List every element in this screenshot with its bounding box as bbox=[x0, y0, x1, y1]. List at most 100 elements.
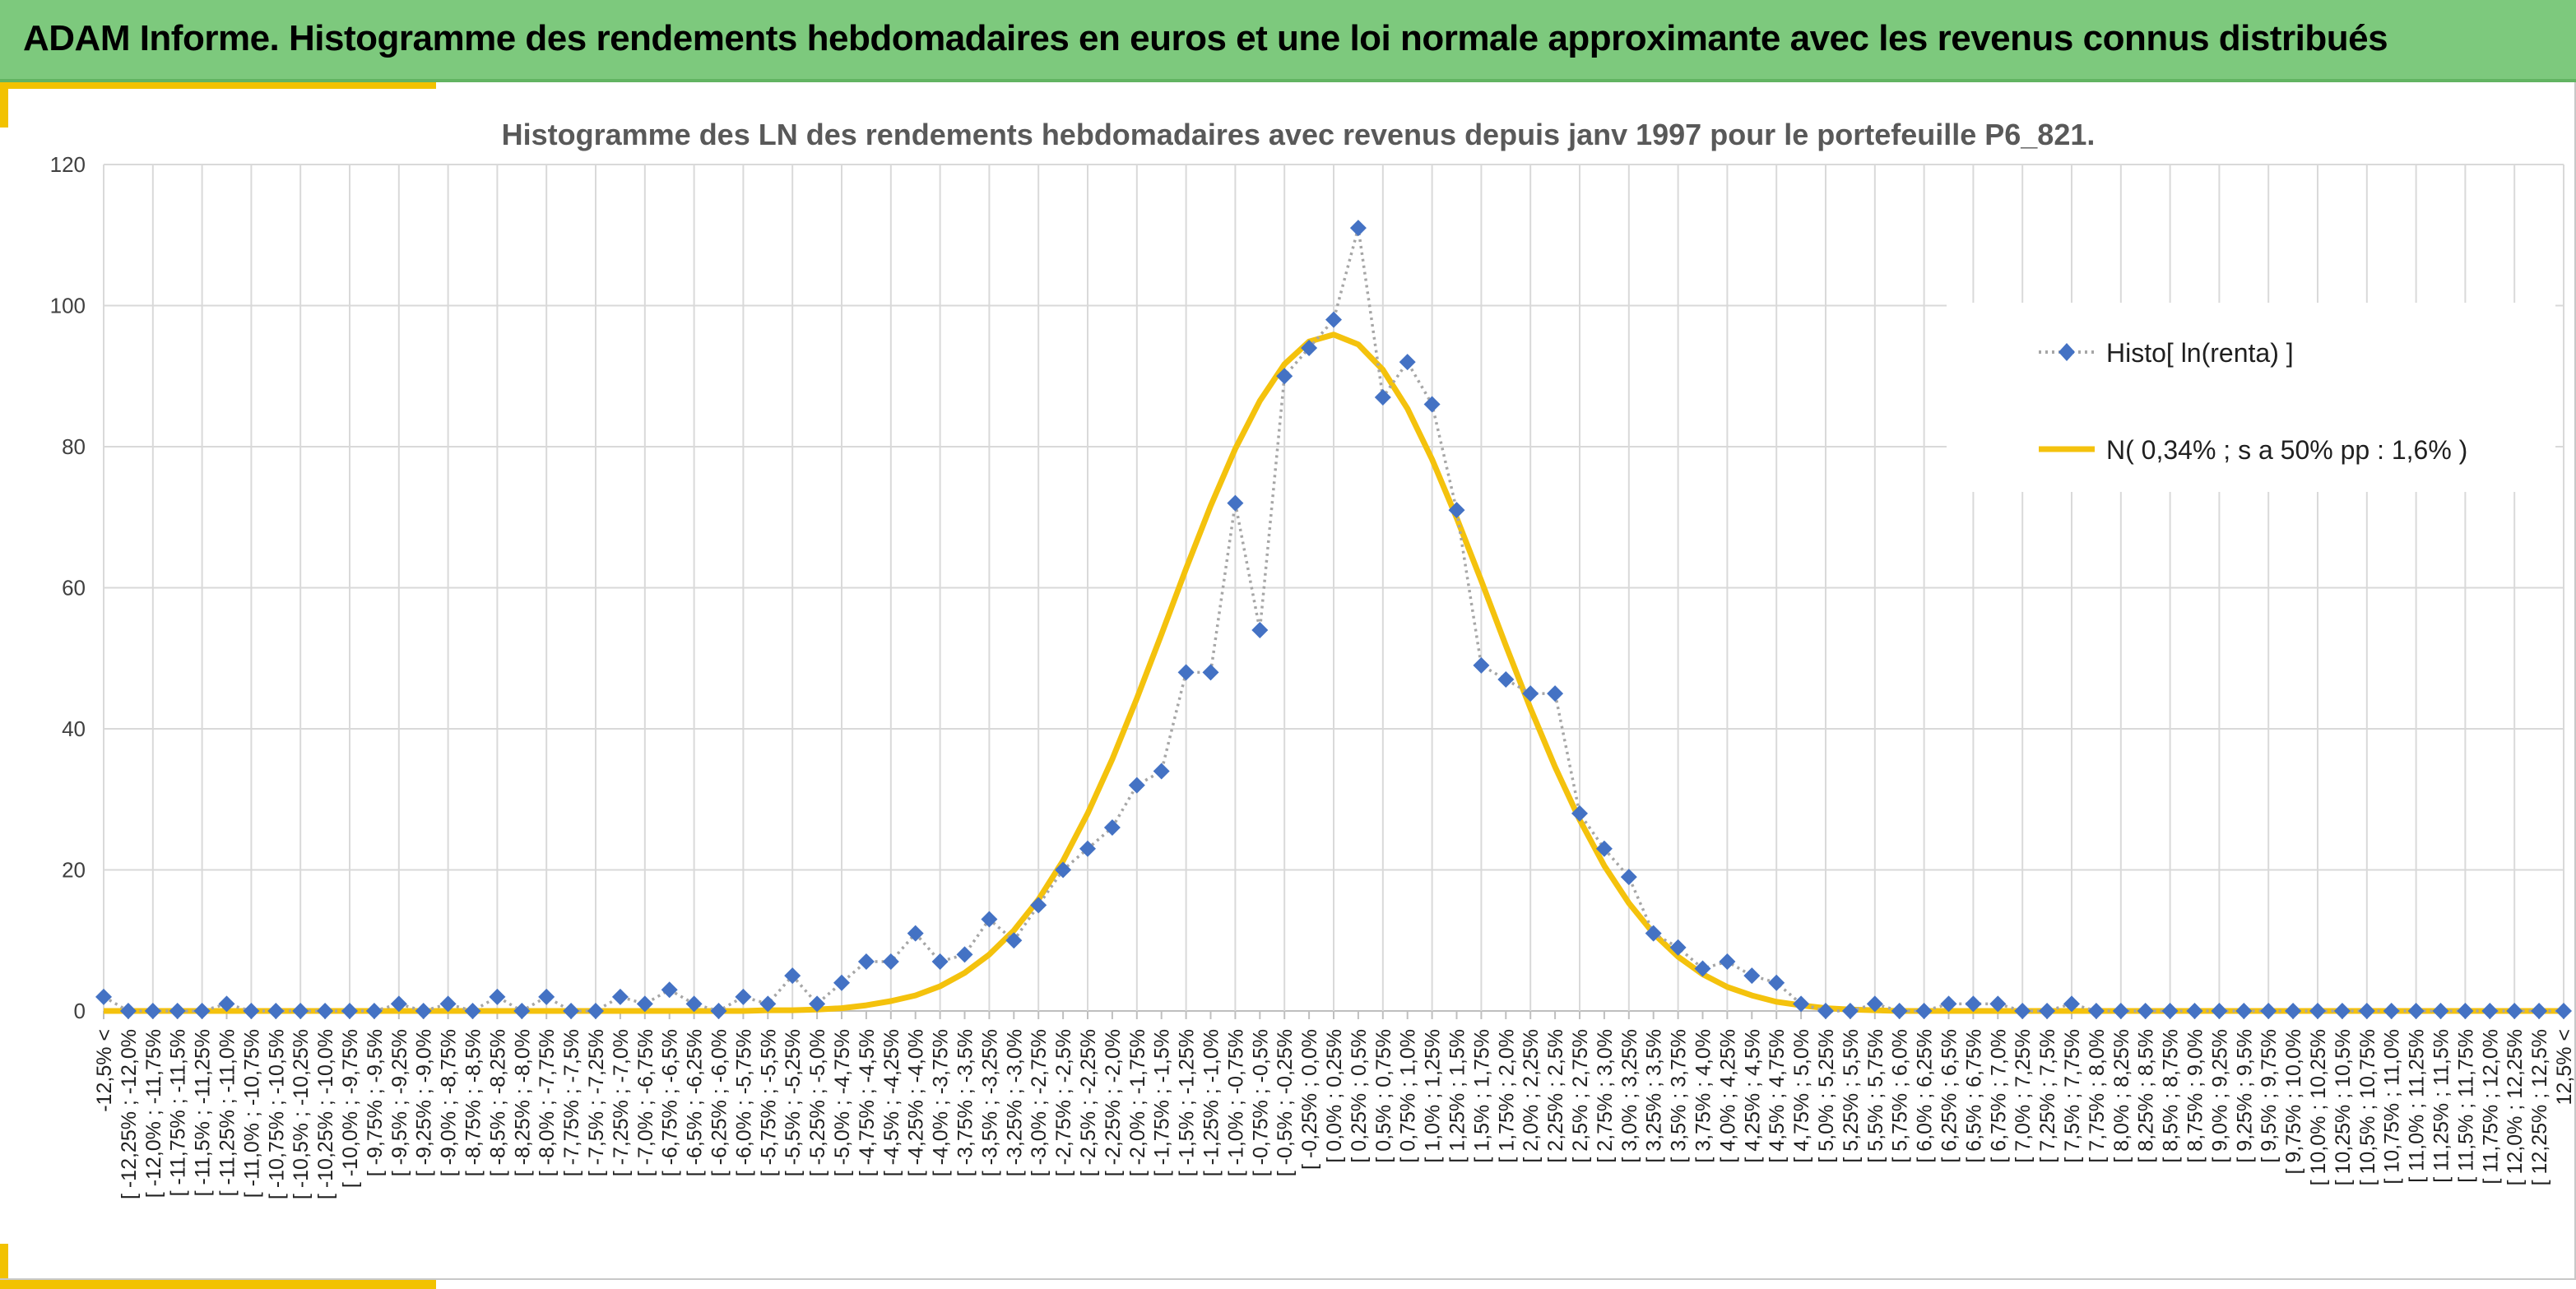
histo-point bbox=[1202, 664, 1219, 681]
x-tick-label: [ 8,75% ; 9,0% bbox=[2184, 1029, 2207, 1163]
accent-bar-left-top bbox=[0, 82, 8, 128]
x-tick-label: [ 2,0% ; 2,25% bbox=[1520, 1029, 1543, 1163]
x-tick-label: 12,5% < bbox=[2553, 1029, 2576, 1105]
histo-point bbox=[587, 1003, 604, 1019]
histo-point bbox=[685, 995, 703, 1013]
x-tick-label: [ 5,25% ; 5,5% bbox=[1840, 1029, 1863, 1163]
histo-point bbox=[193, 1003, 211, 1019]
histo-point bbox=[2087, 1003, 2105, 1019]
x-tick-label: [ -12,0% ; -11,75% bbox=[142, 1029, 165, 1198]
histo-point bbox=[1817, 1003, 1834, 1019]
x-tick-label: [ 8,0% ; 8,25% bbox=[2110, 1029, 2133, 1163]
x-tick-label: [ 1,0% ; 1,25% bbox=[1422, 1029, 1445, 1163]
x-tick-label: [ 6,75% ; 7,0% bbox=[1987, 1029, 2010, 1163]
histo-point bbox=[2506, 1003, 2523, 1019]
histo-point bbox=[1989, 995, 2007, 1013]
y-tick-label: 60 bbox=[62, 576, 86, 600]
y-tick-label: 120 bbox=[50, 152, 86, 177]
y-tick-label: 0 bbox=[74, 999, 86, 1023]
x-tick-label: [ 10,0% ; 10,25% bbox=[2307, 1029, 2330, 1185]
x-tick-label: [ -8,75% ; -8,5% bbox=[462, 1029, 485, 1176]
histo-point bbox=[1227, 494, 1244, 512]
histo-point bbox=[144, 1003, 161, 1019]
x-tick-label: [ -2,25% ; -2,0% bbox=[1102, 1029, 1125, 1176]
x-tick-label: [ 4,0% ; 4,25% bbox=[1716, 1029, 1739, 1163]
histo-point bbox=[1128, 777, 1145, 794]
x-tick-label: [ 4,75% ; 5,0% bbox=[1790, 1029, 1813, 1163]
histo-point bbox=[1669, 939, 1687, 956]
histo-point bbox=[1325, 311, 1342, 328]
x-tick-label: [ -1,75% ; -1,5% bbox=[1151, 1029, 1174, 1176]
histo-point bbox=[563, 1003, 580, 1019]
histo-point bbox=[95, 988, 112, 1005]
x-tick-label: [ 9,0% ; 9,25% bbox=[2208, 1029, 2231, 1163]
histo-point bbox=[981, 911, 998, 928]
histo-point bbox=[907, 925, 924, 942]
histo-point bbox=[2457, 1003, 2474, 1019]
histo-point bbox=[267, 1003, 285, 1019]
x-tick-label: [ 11,0% ; 11,25% bbox=[2406, 1029, 2429, 1183]
histo-point bbox=[2137, 1003, 2154, 1019]
histo-point bbox=[1473, 656, 1490, 674]
histo-point bbox=[1374, 388, 1391, 406]
x-tick-label: [ 7,0% ; 7,25% bbox=[2012, 1029, 2035, 1163]
x-tick-label: [ 5,0% ; 5,25% bbox=[1815, 1029, 1838, 1163]
histo-point bbox=[1768, 974, 1785, 991]
x-tick-label: [ -0,5% ; -0,25% bbox=[1274, 1029, 1297, 1176]
histo-point bbox=[1276, 368, 1293, 385]
x-tick-label: [ 10,75% ; 11,0% bbox=[2381, 1029, 2404, 1185]
histo-point bbox=[2383, 1003, 2400, 1019]
histo-point bbox=[1694, 960, 1711, 977]
x-tick-label: [ -7,75% ; -7,5% bbox=[560, 1029, 583, 1176]
x-tick-label: [ -12,25% ; -12,0% bbox=[118, 1029, 141, 1199]
histo-point bbox=[1349, 220, 1367, 237]
histo-point bbox=[636, 995, 653, 1013]
legend-label-normal: N( 0,34% ; s a 50% pp : 1,6% ) bbox=[2106, 435, 2467, 465]
histo-point bbox=[119, 1003, 137, 1019]
histo-point bbox=[931, 953, 949, 970]
x-tick-label: [ -9,0% ; -8,75% bbox=[438, 1029, 461, 1176]
histo-point bbox=[1497, 670, 1515, 688]
histo-point bbox=[2555, 1003, 2572, 1019]
histo-point bbox=[661, 981, 678, 999]
histo-point bbox=[2358, 1003, 2375, 1019]
histo-point bbox=[833, 974, 850, 991]
x-tick-label: [ -7,25% ; -7,0% bbox=[610, 1029, 633, 1176]
x-tick-label: [ 9,25% ; 9,5% bbox=[2233, 1029, 2256, 1163]
chart-series bbox=[95, 220, 2572, 1019]
histo-point bbox=[1153, 763, 1170, 780]
legend-background bbox=[1947, 303, 2555, 492]
histo-point bbox=[1595, 840, 1613, 857]
x-tick-label: [ 11,75% ; 12,0% bbox=[2479, 1029, 2502, 1185]
x-tick-label: [ 5,75% ; 6,0% bbox=[1889, 1029, 1912, 1163]
x-tick-label: [ 0,75% ; 1,0% bbox=[1397, 1029, 1420, 1163]
x-tick-label: [ -5,0% ; -4,75% bbox=[831, 1029, 854, 1176]
histo-point bbox=[2531, 1003, 2548, 1019]
y-tick-label: 40 bbox=[62, 716, 86, 741]
histo-point bbox=[2211, 1003, 2228, 1019]
x-tick-label: [ 4,5% ; 4,75% bbox=[1766, 1029, 1789, 1163]
histo-point bbox=[2039, 1003, 2056, 1019]
x-tick-label: [ -10,5% ; -10,25% bbox=[290, 1029, 313, 1199]
x-tick-label: [ -3,75% ; -3,5% bbox=[954, 1029, 977, 1176]
x-tick-label: [ 0,0% ; 0,25% bbox=[1323, 1029, 1346, 1163]
histo-point bbox=[1915, 1003, 1933, 1019]
histo-point bbox=[464, 1003, 481, 1019]
x-tick-label: [ -3,5% ; -3,25% bbox=[978, 1029, 1001, 1176]
chart-legend: Histo[ ln(renta) ] N( 0,34% ; s a 50% pp… bbox=[1947, 303, 2555, 492]
accent-bar-top bbox=[0, 82, 436, 89]
histo-point bbox=[1965, 995, 1982, 1013]
x-tick-label: [ -4,5% ; -4,25% bbox=[880, 1029, 903, 1176]
x-tick-label: [ 3,5% ; 3,75% bbox=[1668, 1029, 1691, 1163]
histo-point bbox=[2063, 995, 2080, 1013]
x-tick-label: [ 4,25% ; 4,5% bbox=[1741, 1029, 1764, 1163]
histo-point bbox=[1423, 396, 1441, 413]
histo-point bbox=[759, 995, 777, 1013]
histo-point bbox=[415, 1003, 432, 1019]
histo-point bbox=[513, 1003, 531, 1019]
x-tick-label: [ -3,25% ; -3,0% bbox=[1003, 1029, 1026, 1176]
x-tick-label: [ 2,5% ; 2,75% bbox=[1569, 1029, 1592, 1163]
histo-point bbox=[1866, 995, 1883, 1013]
histo-point bbox=[611, 988, 629, 1005]
x-tick-label: [ -5,25% ; -5,0% bbox=[806, 1029, 829, 1176]
